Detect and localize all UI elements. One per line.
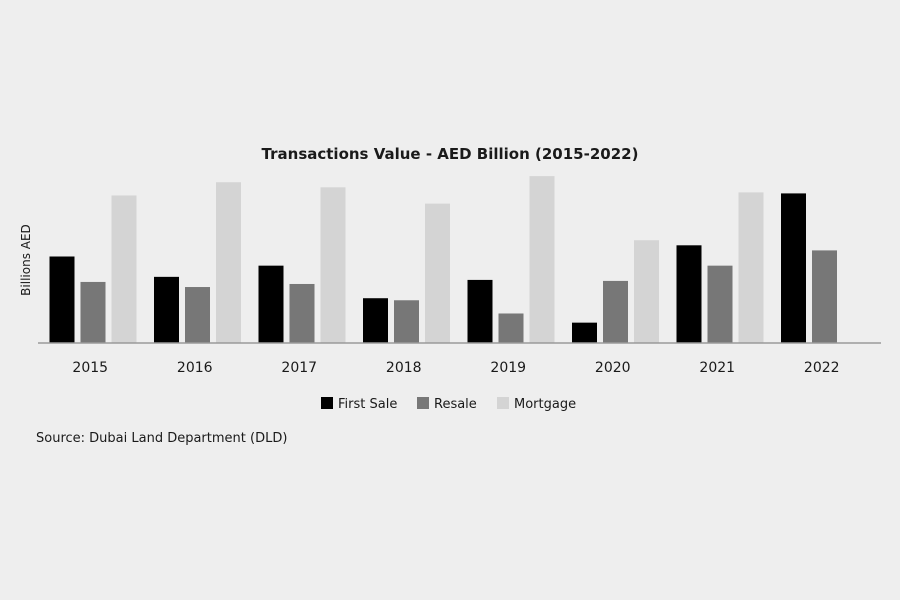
x-tick-label-2015: 2015 xyxy=(72,360,108,376)
bar-resale-2022 xyxy=(812,250,837,343)
bar-first-sale-2017 xyxy=(258,265,284,343)
bar-mortgage-2019 xyxy=(529,176,555,343)
bar-mortgage-2018 xyxy=(425,203,450,343)
legend-swatch-mortgage xyxy=(497,397,509,409)
x-tick-label-2021: 2021 xyxy=(699,360,735,376)
source-note: Source: Dubai Land Department (DLD) xyxy=(36,431,287,446)
bar-resale-2017 xyxy=(289,283,315,343)
legend-label-resale: Resale xyxy=(434,397,477,412)
x-tick-label-2016: 2016 xyxy=(177,360,213,376)
bar-first-sale-2018 xyxy=(363,298,388,343)
bar-first-sale-2022 xyxy=(781,193,806,343)
bar-mortgage-2020 xyxy=(634,240,659,343)
x-tick-labels: 2015 2016 2017 2018 2019 2020 2021 2022 xyxy=(72,360,839,376)
x-tick-label-2022: 2022 xyxy=(804,360,840,376)
bar-resale-2021 xyxy=(707,265,733,343)
x-tick-label-2017: 2017 xyxy=(281,360,317,376)
legend-swatch-first-sale xyxy=(321,397,333,409)
bar-first-sale-2021 xyxy=(676,245,702,343)
bar-resale-2019 xyxy=(498,313,524,343)
bars-group xyxy=(49,176,837,343)
legend: First Sale Resale Mortgage xyxy=(321,397,576,412)
bar-first-sale-2019 xyxy=(467,279,493,343)
bar-resale-2015 xyxy=(80,281,106,343)
x-tick-label-2020: 2020 xyxy=(595,360,631,376)
bar-mortgage-2017 xyxy=(320,187,346,343)
x-tick-label-2018: 2018 xyxy=(386,360,422,376)
bar-mortgage-2015 xyxy=(111,195,137,343)
y-axis-label: Billions AED xyxy=(19,224,33,296)
bar-resale-2018 xyxy=(394,300,419,343)
bar-first-sale-2015 xyxy=(49,256,75,343)
legend-label-mortgage: Mortgage xyxy=(514,397,576,412)
legend-swatch-resale xyxy=(417,397,429,409)
bar-first-sale-2020 xyxy=(572,322,597,343)
legend-label-first-sale: First Sale xyxy=(338,397,397,412)
x-tick-label-2019: 2019 xyxy=(490,360,526,376)
bar-first-sale-2016 xyxy=(154,276,179,343)
chart-title: Transactions Value - AED Billion (2015-2… xyxy=(262,145,639,163)
bar-mortgage-2016 xyxy=(216,182,241,343)
bar-resale-2016 xyxy=(185,287,210,343)
bar-resale-2020 xyxy=(603,280,628,343)
bar-mortgage-2021 xyxy=(738,192,764,343)
